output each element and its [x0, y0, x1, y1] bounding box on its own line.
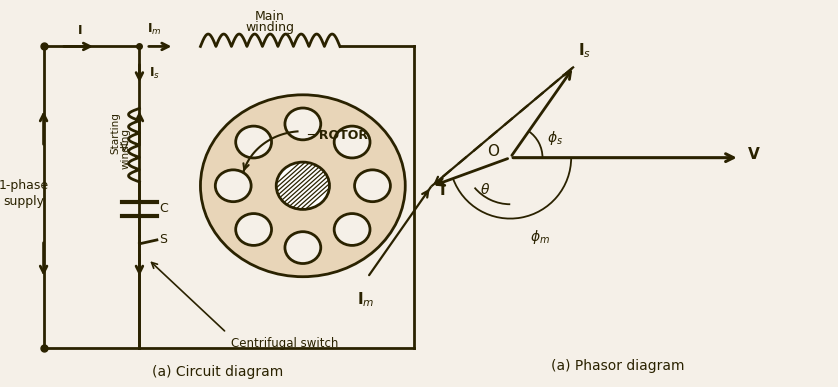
Circle shape [285, 232, 321, 264]
Text: ─ ROTOR: ─ ROTOR [308, 129, 368, 142]
Text: I: I [79, 24, 83, 37]
Circle shape [200, 95, 406, 277]
Text: $\theta$: $\theta$ [480, 182, 490, 197]
Text: S: S [159, 233, 167, 247]
Text: winding: winding [120, 128, 130, 170]
Circle shape [354, 170, 391, 202]
Circle shape [334, 126, 370, 158]
Text: winding: winding [246, 21, 295, 34]
Circle shape [334, 214, 370, 245]
Text: Centrifugal switch: Centrifugal switch [231, 337, 339, 350]
Text: O: O [488, 144, 499, 159]
Circle shape [215, 170, 251, 202]
Text: 1-phase: 1-phase [0, 179, 49, 192]
Text: (a) Phasor diagram: (a) Phasor diagram [551, 359, 685, 373]
Text: V: V [748, 147, 760, 162]
Circle shape [285, 108, 321, 140]
Text: I$_m$: I$_m$ [357, 290, 375, 309]
Circle shape [277, 162, 329, 209]
Text: V: V [120, 140, 128, 154]
Text: (a) Circuit diagram: (a) Circuit diagram [153, 365, 283, 378]
Text: Main: Main [256, 10, 285, 23]
Circle shape [235, 126, 272, 158]
Text: I$_s$: I$_s$ [577, 41, 591, 60]
Circle shape [235, 214, 272, 245]
Text: $\phi_s$: $\phi_s$ [546, 128, 562, 147]
Text: I: I [440, 183, 446, 197]
Text: $\phi_m$: $\phi_m$ [530, 228, 551, 245]
Text: I$_m$: I$_m$ [147, 22, 162, 37]
Text: supply: supply [3, 195, 44, 208]
Text: C: C [159, 202, 168, 216]
Text: I$_s$: I$_s$ [149, 66, 160, 81]
Text: Starting: Starting [111, 113, 121, 154]
